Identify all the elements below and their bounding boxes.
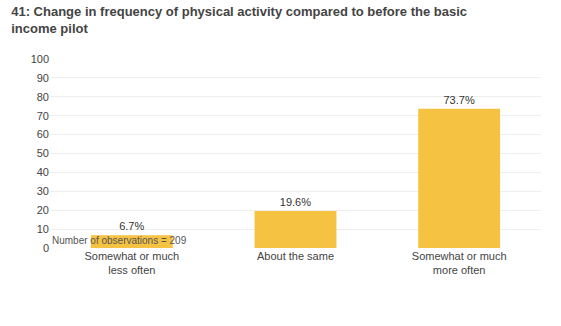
svg-text:30: 30 (37, 185, 49, 197)
svg-text:60: 60 (37, 128, 49, 140)
svg-text:41: Change in frequency of phy: 41: Change in frequency of physical acti… (11, 4, 467, 36)
svg-text:73.7%: 73.7% (443, 94, 474, 106)
svg-text:19.6%: 19.6% (280, 196, 311, 208)
svg-text:90: 90 (37, 72, 49, 84)
svg-text:20: 20 (37, 204, 49, 216)
svg-text:Number of observations = 209: Number of observations = 209 (52, 235, 187, 246)
svg-text:6.7%: 6.7% (119, 220, 144, 232)
svg-text:70: 70 (37, 110, 49, 122)
svg-text:40: 40 (37, 166, 49, 178)
svg-text:Somewhat or muchless often: Somewhat or muchless often (84, 250, 179, 276)
svg-text:0: 0 (43, 242, 49, 254)
svg-text:100: 100 (31, 53, 49, 65)
svg-text:80: 80 (37, 91, 49, 103)
svg-text:50: 50 (37, 147, 49, 159)
svg-text:10: 10 (37, 223, 49, 235)
svg-text:Somewhat or muchmore often: Somewhat or muchmore often (412, 250, 507, 276)
svg-text:About the same: About the same (257, 250, 334, 262)
